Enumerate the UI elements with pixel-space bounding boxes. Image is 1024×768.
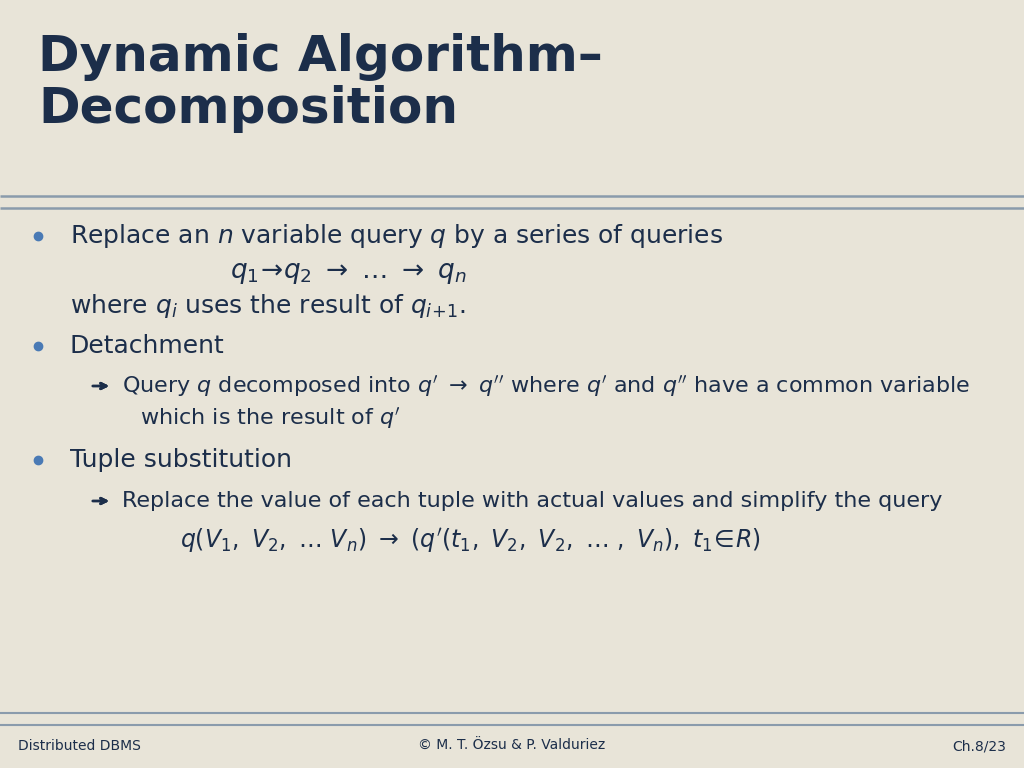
Text: $q_1\!\rightarrow\!q_2\ \rightarrow\ \ldots\ \rightarrow\ q_n$: $q_1\!\rightarrow\!q_2\ \rightarrow\ \ld… xyxy=(230,260,467,286)
Text: Detachment: Detachment xyxy=(70,334,224,358)
Text: Tuple substitution: Tuple substitution xyxy=(70,448,292,472)
Text: © M. T. Özsu & P. Valduriez: © M. T. Özsu & P. Valduriez xyxy=(419,739,605,753)
Text: $q(V_1,\ V_2,\ \ldots\ V_n)\ \rightarrow\ (q'(t_1,\ V_2,\ V_2,\ \ldots\ ,\ V_n),: $q(V_1,\ V_2,\ \ldots\ V_n)\ \rightarrow… xyxy=(180,527,761,555)
Text: Query $q$ decomposed into $q'\ \rightarrow\ q''$ where $q'$ and $q''$ have a com: Query $q$ decomposed into $q'\ \rightarr… xyxy=(122,373,971,399)
Text: Replace the value of each tuple with actual values and simplify the query: Replace the value of each tuple with act… xyxy=(122,491,942,511)
Text: where $q_i$ uses the result of $q_{i\!+\!1}$.: where $q_i$ uses the result of $q_{i\!+\… xyxy=(70,292,466,320)
Text: Distributed DBMS: Distributed DBMS xyxy=(18,739,141,753)
Text: which is the result of $q'$: which is the result of $q'$ xyxy=(140,406,400,431)
Text: Ch.8/23: Ch.8/23 xyxy=(952,739,1006,753)
Text: Dynamic Algorithm–
Decomposition: Dynamic Algorithm– Decomposition xyxy=(38,33,603,133)
Text: Replace an $n$ variable query $q$ by a series of queries: Replace an $n$ variable query $q$ by a s… xyxy=(70,222,723,250)
